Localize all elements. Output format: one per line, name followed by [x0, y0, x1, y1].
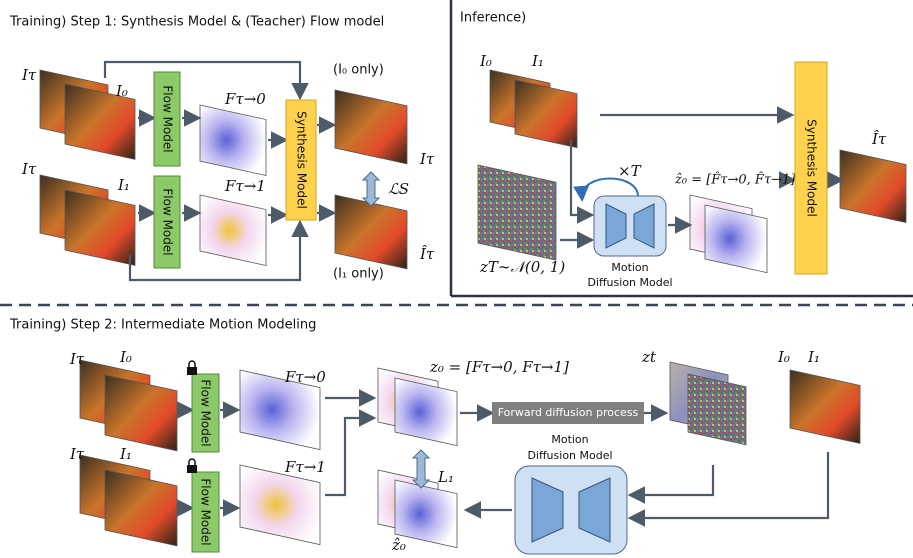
- label: Iτ: [69, 350, 85, 368]
- photo-frame: [105, 375, 177, 451]
- flow-model-label: Flow Model: [161, 85, 175, 152]
- note: (I₀ only): [333, 63, 384, 78]
- image-frame: [200, 195, 266, 266]
- label: L₁: [437, 468, 454, 486]
- loss-arrow: [363, 172, 379, 206]
- label: I₁: [531, 52, 544, 70]
- arrow: [571, 140, 590, 215]
- photo-frame: [105, 470, 177, 546]
- section-title: Inference): [460, 11, 526, 26]
- label: Îτ: [419, 245, 435, 263]
- label: I₀: [115, 82, 128, 100]
- label: zt: [641, 348, 657, 366]
- label: I₀: [479, 52, 492, 70]
- model-label: Motion: [611, 261, 648, 274]
- arrow: [105, 62, 300, 96]
- label: ẑ₀ = [F̂τ→0, F̂τ→1]: [674, 171, 796, 187]
- label: Îτ: [871, 130, 887, 148]
- model-label: Diffusion Model: [527, 449, 612, 462]
- process-label: Forward diffusion process: [498, 406, 639, 419]
- diagram: Training) Step 1: Synthesis Model & (Tea…: [0, 0, 913, 558]
- label: I₀: [777, 348, 790, 366]
- label: Fτ→1: [284, 458, 326, 476]
- photo-frame: [65, 190, 135, 265]
- synthesis-model-label: Synthesis Model: [805, 119, 819, 217]
- flow-model-label: Flow Model: [161, 188, 175, 255]
- label: ℒS: [388, 180, 409, 198]
- label: ẑ₀: [391, 536, 406, 554]
- label: Iτ: [21, 66, 37, 84]
- section-title: Training) Step 1: Synthesis Model & (Tea…: [9, 15, 384, 30]
- label: ×T: [618, 162, 642, 180]
- arrow: [325, 418, 372, 495]
- label: I₁: [807, 348, 820, 366]
- flow-model-label: Flow Model: [199, 379, 213, 446]
- label: zT∼𝒩(0, 1): [479, 258, 565, 276]
- photo-frame: [335, 90, 407, 164]
- label: Iτ: [69, 445, 85, 463]
- model-label: Diffusion Model: [587, 276, 672, 289]
- image-frame: [688, 374, 746, 445]
- synthesis-model-label: Synthesis Model: [295, 111, 309, 209]
- section-title: Training) Step 2: Intermediate Motion Mo…: [9, 318, 316, 333]
- loop-arrow: [582, 179, 638, 199]
- image-frame: [200, 105, 266, 176]
- image-frame: [240, 465, 320, 545]
- label: Iτ: [21, 160, 37, 178]
- label: z₀ = [Fτ→0, Fτ→1]: [429, 358, 569, 376]
- photo-frame: [515, 80, 577, 148]
- flow-model-label: Flow Model: [199, 478, 213, 545]
- label: I₀: [119, 348, 132, 366]
- image-frame: [395, 378, 457, 446]
- model-label: Motion: [551, 433, 588, 446]
- label: Fτ→0: [284, 368, 326, 386]
- label: I₁: [119, 445, 132, 463]
- photo-frame: [790, 370, 860, 443]
- arrow: [632, 465, 713, 495]
- image-frame: [478, 165, 556, 260]
- diffusion-model-box: [594, 196, 666, 256]
- note: (I₁ only): [333, 267, 384, 282]
- image-frame: [705, 205, 767, 273]
- arrow: [632, 452, 828, 518]
- label: I₁: [117, 176, 130, 194]
- loss-arrow: [413, 450, 429, 488]
- photo-frame: [840, 150, 906, 223]
- label: Iτ: [419, 150, 435, 168]
- label: Fτ→0: [224, 90, 266, 108]
- label: Fτ→1: [224, 177, 266, 195]
